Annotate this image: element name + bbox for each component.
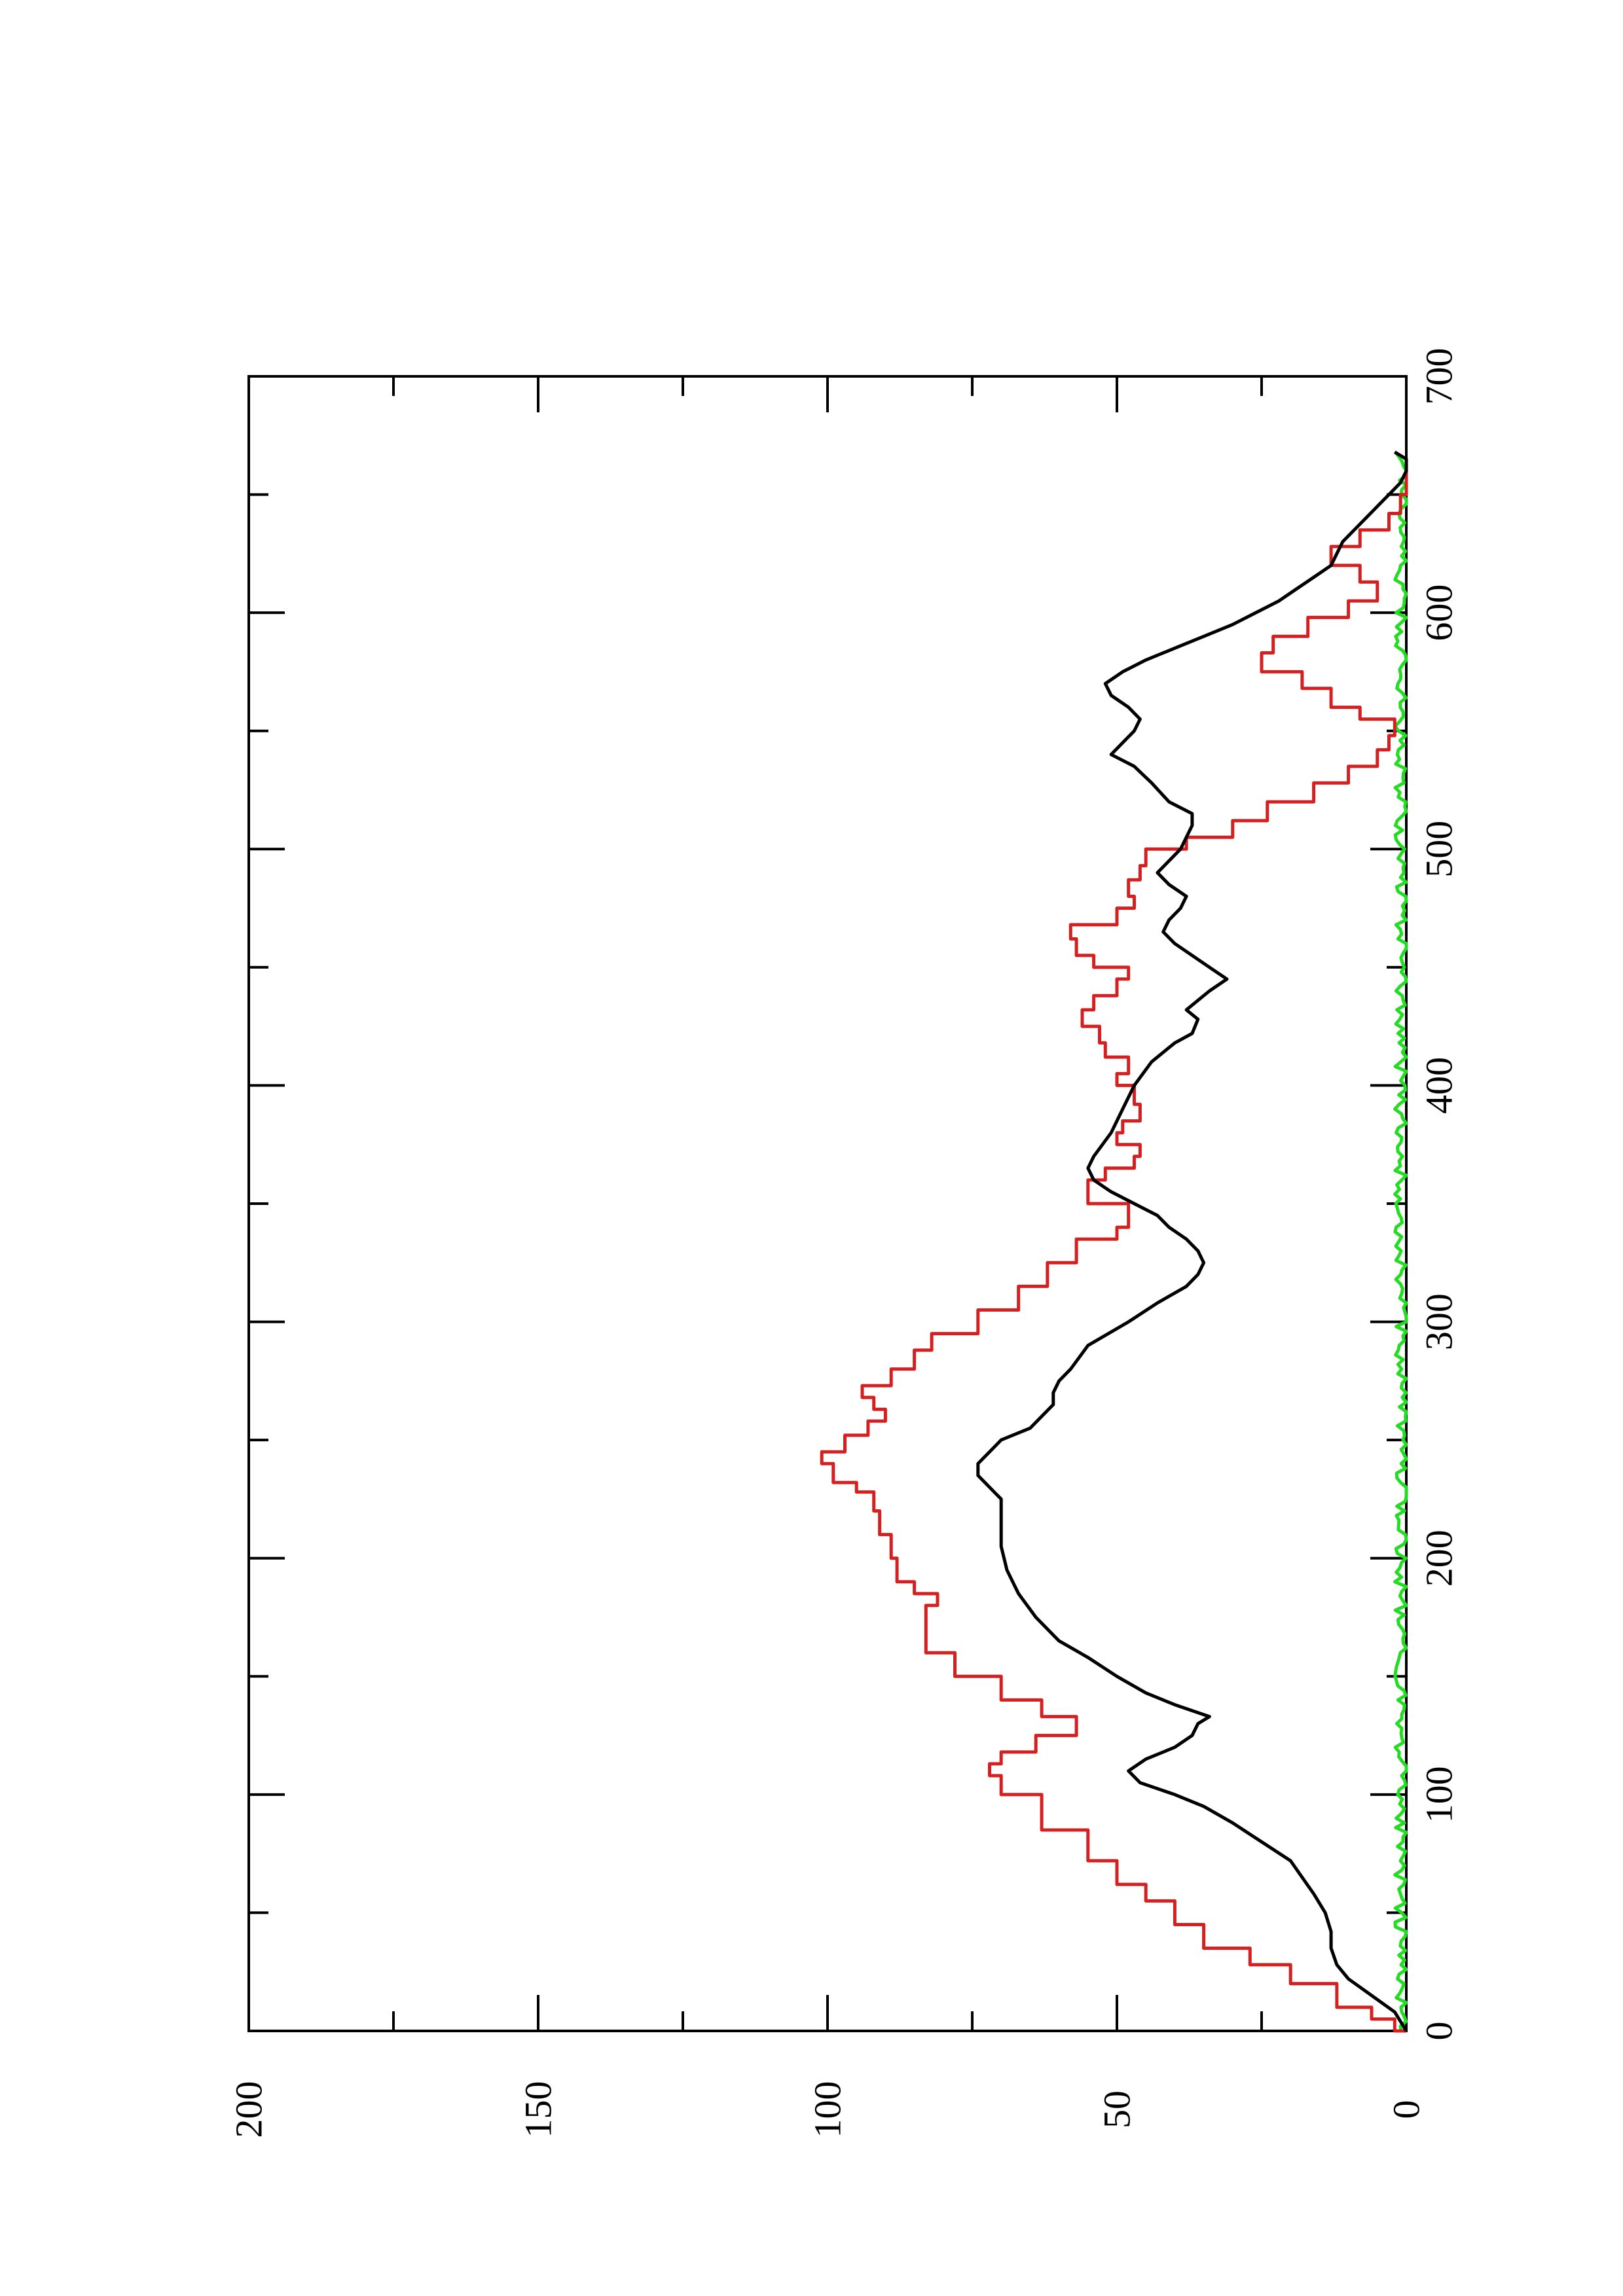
x-tick-label: 200 [1418, 1530, 1461, 1587]
x-tick-label: 700 [1418, 348, 1461, 405]
x-tick-label: 100 [1418, 1766, 1461, 1823]
series-line-1 [976, 450, 1408, 2032]
y-tick-label: 150 [517, 2081, 560, 2138]
series-layer [820, 450, 1408, 2033]
series-line-2 [1393, 451, 1408, 2032]
x-tick-label: 0 [1418, 2022, 1461, 2041]
x-tick-label: 500 [1418, 821, 1461, 878]
x-tick-label: 400 [1418, 1057, 1461, 1114]
series-line-0 [820, 459, 1408, 2033]
tick-labels: 0 100 200 300 400 500 600 700 0 50 100 150 200 [228, 348, 1461, 2138]
tick-marks [247, 375, 1408, 2032]
y-tick-label: 200 [228, 2081, 270, 2138]
y-tick-label: 50 [1096, 2090, 1139, 2128]
x-tick-label: 300 [1418, 1293, 1461, 1350]
y-tick-label: 100 [807, 2081, 849, 2138]
x-tick-label: 600 [1418, 584, 1461, 641]
y-tick-label: 0 [1385, 2100, 1428, 2119]
